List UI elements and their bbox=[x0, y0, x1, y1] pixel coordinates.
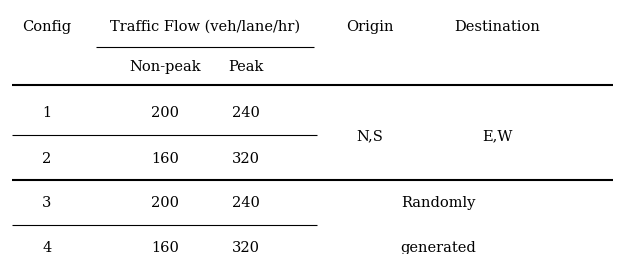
Text: 200: 200 bbox=[151, 196, 179, 210]
Text: 2: 2 bbox=[42, 152, 51, 166]
Text: 200: 200 bbox=[151, 106, 179, 120]
Text: Non-peak: Non-peak bbox=[129, 60, 201, 74]
Text: 1: 1 bbox=[42, 106, 51, 120]
Text: Origin: Origin bbox=[346, 20, 394, 34]
Text: Destination: Destination bbox=[455, 20, 541, 34]
Text: 320: 320 bbox=[231, 241, 260, 254]
Text: Peak: Peak bbox=[228, 60, 263, 74]
Text: 160: 160 bbox=[151, 152, 179, 166]
Text: 240: 240 bbox=[232, 196, 259, 210]
Text: Randomly: Randomly bbox=[401, 196, 476, 210]
Text: Config: Config bbox=[22, 20, 71, 34]
Text: 240: 240 bbox=[232, 106, 259, 120]
Text: 320: 320 bbox=[231, 152, 260, 166]
Text: 4: 4 bbox=[42, 241, 51, 254]
Text: N,S: N,S bbox=[356, 129, 384, 143]
Text: generated: generated bbox=[401, 241, 476, 254]
Text: E,W: E,W bbox=[483, 129, 513, 143]
Text: Traffic Flow (veh/lane/hr): Traffic Flow (veh/lane/hr) bbox=[110, 20, 300, 34]
Text: 3: 3 bbox=[42, 196, 52, 210]
Text: 160: 160 bbox=[151, 241, 179, 254]
